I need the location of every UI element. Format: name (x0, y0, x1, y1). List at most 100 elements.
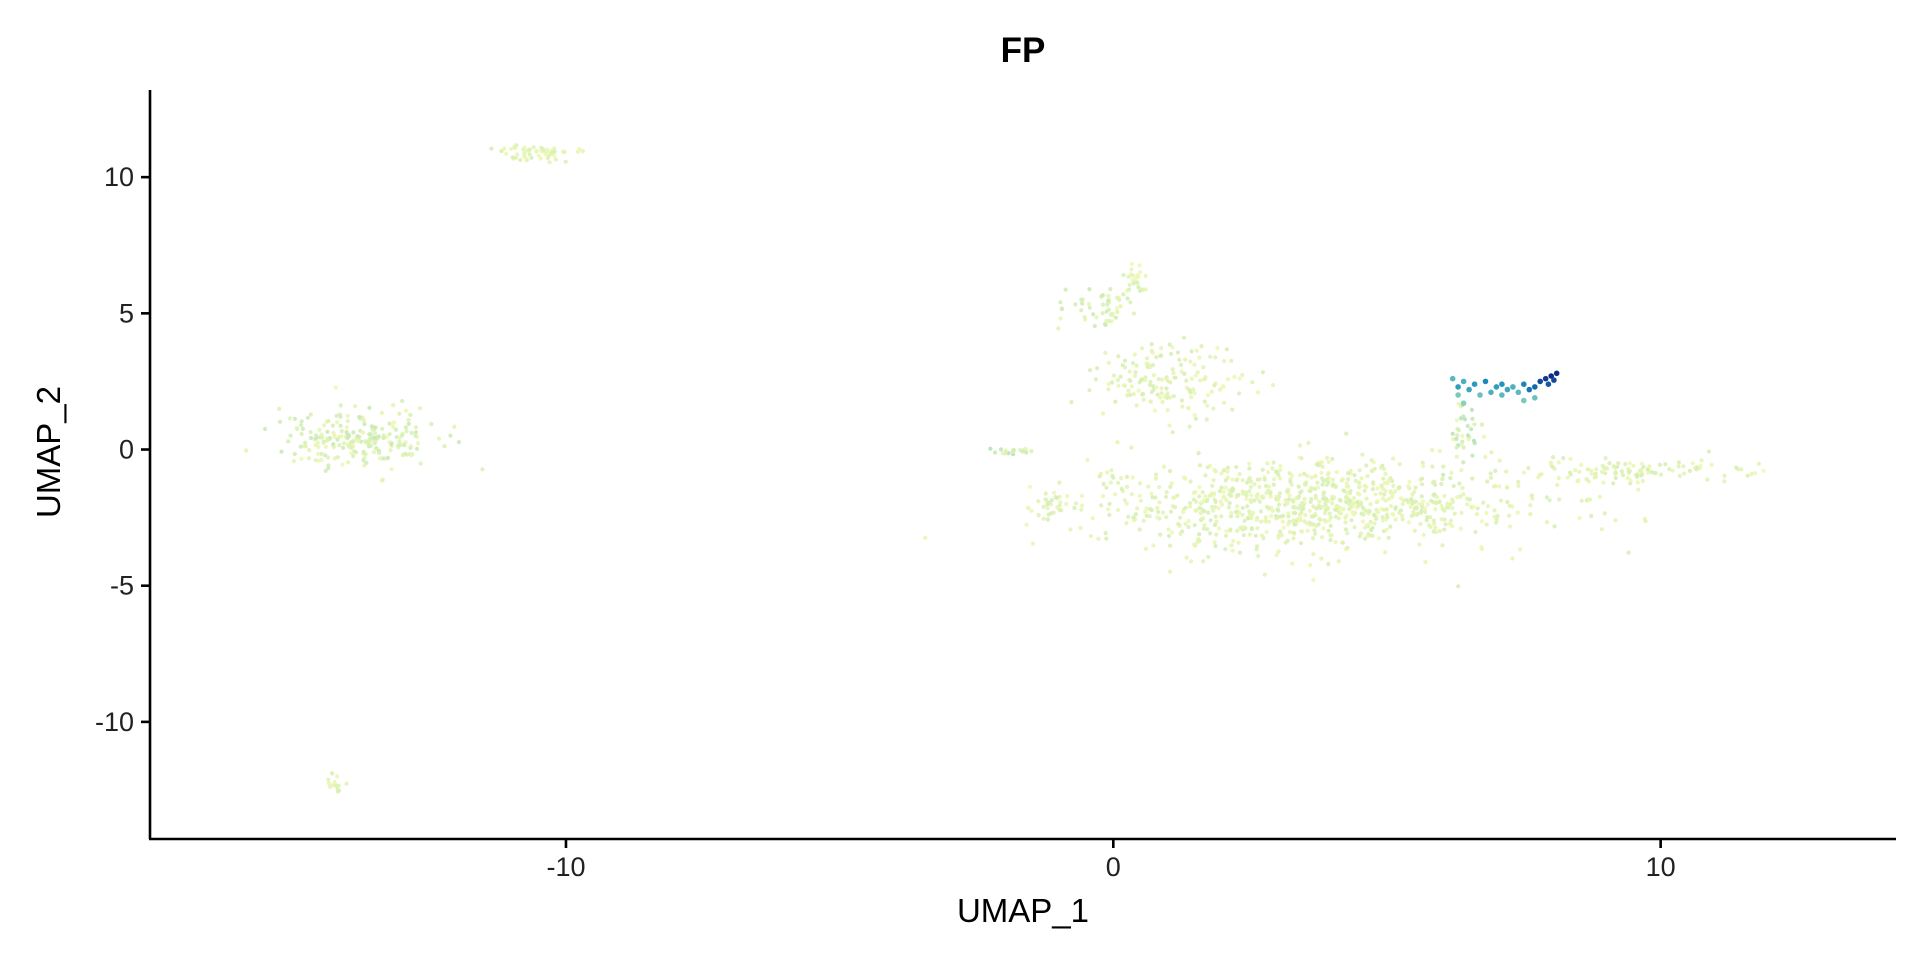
y-tick-label: 0 (119, 435, 134, 465)
cell-point (1303, 482, 1308, 487)
cell-point (1140, 391, 1145, 396)
cell-point (1161, 510, 1166, 515)
cell-point (1344, 484, 1349, 489)
cell-point (1155, 515, 1160, 520)
cell-point (552, 153, 557, 158)
cell-point (1361, 512, 1366, 517)
cell-point (1344, 499, 1349, 504)
cell-point (1573, 468, 1578, 473)
cell-point (361, 430, 366, 435)
cell-point (1400, 517, 1405, 522)
cell-point (1151, 387, 1156, 393)
cell-point (1184, 555, 1189, 560)
cell-point (448, 433, 453, 438)
cell-point (1108, 480, 1113, 485)
cell-point (1421, 499, 1426, 504)
cell-point (1058, 500, 1063, 505)
cell-point (1457, 481, 1462, 486)
cell-point (1113, 315, 1118, 320)
cell-point (1407, 479, 1412, 484)
cell-point (1317, 516, 1322, 521)
cell-point (1291, 530, 1296, 535)
cell-point (1319, 460, 1324, 465)
cell-point (1147, 514, 1152, 519)
cell-point (1315, 480, 1320, 485)
cell-point (1152, 408, 1157, 413)
cell-point (1286, 522, 1291, 527)
cell-point (277, 419, 283, 424)
cell-point (1186, 524, 1191, 530)
cell-point (1192, 391, 1197, 396)
cell-point (1393, 489, 1398, 494)
cell-point (1298, 473, 1303, 478)
cell-point (1079, 507, 1084, 512)
cell-point (1507, 503, 1512, 508)
cell-point (1201, 526, 1206, 531)
cell-point (1090, 516, 1095, 521)
cell-point-expressing (1488, 389, 1494, 396)
cell-point (409, 430, 414, 435)
cell-point (1195, 540, 1200, 545)
cell-point (1507, 524, 1513, 529)
cell-point (1613, 518, 1618, 523)
cell-point (1194, 508, 1199, 513)
cell-point (1352, 473, 1357, 478)
cell-point (1175, 493, 1180, 498)
cell-point (1157, 485, 1162, 490)
cell-point (1264, 529, 1269, 535)
cell-point (1167, 342, 1172, 347)
cell-point (1109, 319, 1114, 324)
cell-point (1221, 468, 1227, 473)
cell-point (1153, 495, 1158, 500)
cell-point (1240, 512, 1245, 517)
cell-point (1228, 514, 1234, 519)
cell-point (1158, 353, 1164, 358)
cell-point (308, 430, 313, 435)
cell-point (1266, 519, 1272, 524)
cell-point (1261, 494, 1266, 499)
cell-point (1191, 490, 1196, 495)
cell-point (1467, 497, 1472, 502)
cell-point (1104, 318, 1109, 323)
cell-point (513, 155, 519, 160)
cell-point (1036, 513, 1041, 518)
cell-point (1577, 516, 1582, 521)
cell-point (292, 416, 297, 421)
cell-point (1312, 486, 1317, 491)
cell-point (317, 427, 322, 432)
cell-point (1232, 374, 1237, 379)
cell-point (1301, 503, 1306, 509)
cell-point (1086, 302, 1091, 307)
cell-point (1344, 495, 1349, 500)
cell-point (331, 442, 336, 447)
cell-point (1434, 495, 1440, 500)
cell-point (1337, 497, 1342, 503)
cell-point (1156, 509, 1161, 515)
cell-point (344, 781, 349, 786)
cell-point (1641, 464, 1646, 469)
cell-point (1639, 473, 1644, 478)
cell-point (1119, 486, 1124, 491)
cell-point (1250, 380, 1255, 385)
cell-point (1201, 516, 1206, 521)
cell-point (1058, 316, 1063, 321)
cell-point (1413, 499, 1418, 504)
cell-point (1297, 455, 1303, 460)
cell-point (1146, 484, 1151, 489)
cell-point (541, 147, 546, 152)
cell-point (326, 777, 331, 782)
cell-point (1257, 477, 1263, 482)
cell-point (547, 160, 552, 165)
cell-point (508, 146, 514, 152)
cell-point (1449, 470, 1454, 475)
cell-point (414, 434, 419, 439)
cell-point (1353, 478, 1358, 483)
cell-point (1371, 460, 1376, 465)
cell-point (1424, 518, 1429, 523)
cell-point (1342, 488, 1347, 494)
cell-point (1057, 480, 1062, 485)
cell-point (1516, 483, 1521, 488)
cell-point (1160, 399, 1165, 405)
cell-point (362, 422, 367, 427)
cell-point (294, 426, 299, 431)
